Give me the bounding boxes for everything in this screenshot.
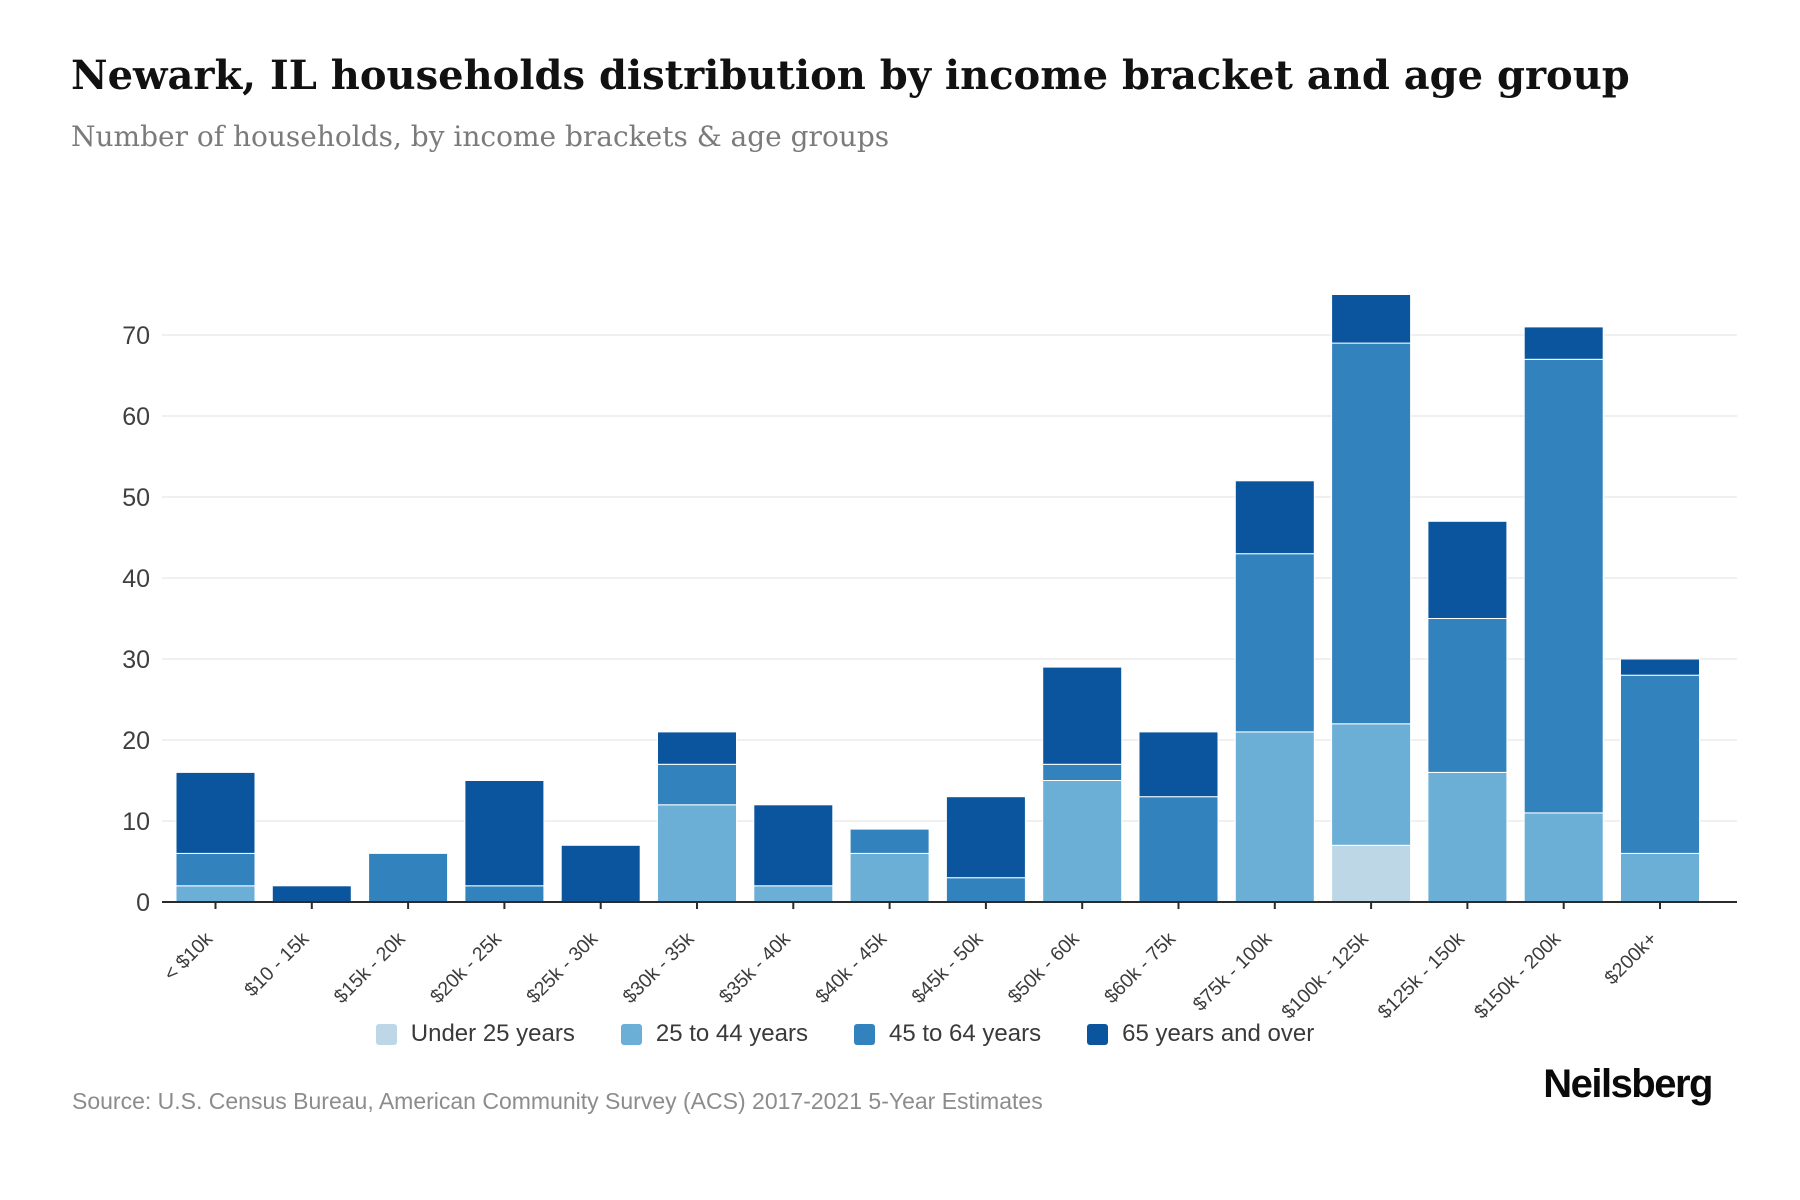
bar-segment[interactable] (271, 885, 352, 903)
x-axis-label: $45k - 50k (907, 928, 987, 1008)
x-axis-label: $75k - 100k (1189, 928, 1277, 1016)
bar-segment[interactable] (1620, 852, 1700, 903)
bar-segment[interactable] (1620, 674, 1700, 854)
bar-segment[interactable] (1331, 294, 1412, 344)
bar-segment[interactable] (1331, 342, 1412, 725)
legend-item-65-years-and-over[interactable]: 65 years and over (1087, 1020, 1314, 1048)
chart-title: Newark, IL households distribution by in… (71, 52, 1630, 99)
bar-segment[interactable] (464, 780, 545, 887)
x-axis-label: $100k - 125k (1277, 928, 1372, 1023)
legend-label: Under 25 years (410, 1020, 575, 1047)
bar-segment[interactable] (1523, 812, 1604, 903)
bar-segment[interactable] (464, 885, 545, 903)
x-axis-label: $60k - 75k (1100, 928, 1180, 1008)
x-axis-label: $200k+ (1600, 928, 1661, 989)
legend-item-under-25-years[interactable]: Under 25 years (375, 1020, 575, 1048)
bar-segment[interactable] (657, 731, 737, 765)
x-axis-label: < $10k (160, 928, 218, 986)
x-axis-label: $30k - 35k (619, 928, 699, 1008)
chart-legend: Under 25 years 25 to 44 years 45 to 64 yea… (0, 1020, 1690, 1048)
chart-subtitle: Number of households, by income brackets… (71, 120, 890, 153)
bar-segment[interactable] (1234, 731, 1315, 903)
x-axis-label: $150k - 200k (1470, 928, 1565, 1023)
x-axis-label: $50k - 60k (1004, 928, 1084, 1008)
bar-segment[interactable] (945, 796, 1026, 879)
x-axis-label: $40k - 45k (811, 928, 891, 1008)
y-axis-tick-label: 20 (122, 727, 150, 755)
bar-segment[interactable] (175, 852, 256, 887)
bar-segment[interactable] (1331, 844, 1412, 903)
x-axis-label: $15k - 20k (330, 928, 410, 1008)
bar-segment[interactable] (1138, 796, 1219, 903)
x-axis-label: $125k - 150k (1374, 928, 1469, 1023)
legend-item-45-to-64-years[interactable]: 45 to 64 years (853, 1020, 1042, 1048)
bar-segment[interactable] (175, 885, 256, 903)
brand-logo[interactable]: Neilsberg (1543, 1062, 1713, 1106)
bar-segment[interactable] (1427, 618, 1508, 773)
bar-segment[interactable] (1042, 763, 1123, 781)
x-axis-label: $10 - 15k (240, 928, 313, 1001)
y-axis-tick-label: 40 (122, 565, 150, 593)
x-axis-label: $20k - 25k (426, 928, 506, 1008)
bar-segment[interactable] (1042, 666, 1123, 765)
legend-swatch (375, 1023, 397, 1045)
x-axis-label: $35k - 40k (715, 928, 795, 1008)
legend-swatch (620, 1023, 642, 1045)
y-axis-tick-label: 10 (122, 808, 150, 836)
y-axis-tick-label: 30 (122, 646, 150, 674)
bar-segment[interactable] (368, 852, 449, 903)
source-attribution: Source: U.S. Census Bureau, American Com… (72, 1088, 1043, 1114)
bar-segment[interactable] (753, 885, 834, 903)
y-axis-tick-label: 60 (122, 403, 150, 431)
bar-segment[interactable] (657, 763, 737, 806)
bar-segment[interactable] (657, 804, 737, 903)
x-axis-label: $25k - 30k (522, 928, 602, 1008)
y-axis-tick-label: 50 (122, 484, 150, 512)
bar-segment[interactable] (753, 804, 834, 887)
legend-item-25-to-44-years[interactable]: 25 to 44 years (620, 1020, 808, 1048)
bar-segment[interactable] (175, 771, 256, 854)
bar-segment[interactable] (1234, 480, 1315, 555)
legend-swatch (1087, 1023, 1109, 1045)
y-axis-tick-label: 70 (122, 322, 150, 350)
legend-swatch (853, 1023, 875, 1045)
legend-label: 65 years and over (1122, 1020, 1315, 1047)
bar-segment[interactable] (1427, 771, 1508, 903)
bar-segment[interactable] (1523, 326, 1604, 360)
bar-segment[interactable] (1427, 520, 1508, 619)
bar-segment[interactable] (945, 877, 1026, 903)
bar-segment[interactable] (560, 844, 641, 903)
bar-segment[interactable] (1620, 658, 1700, 676)
bar-segment[interactable] (1234, 553, 1315, 733)
bar-segment[interactable] (1331, 723, 1412, 846)
bar-segment[interactable] (1523, 358, 1604, 814)
bar-segment[interactable] (1138, 731, 1219, 798)
bar-segment[interactable] (1042, 780, 1123, 903)
plot-area: 0 10 20 30 40 50 60 70 < $10k $10 - 15k $15k - 20k… (122, 294, 1737, 1023)
y-axis-tick-label: 0 (136, 889, 150, 917)
legend-label: 25 to 44 years (655, 1020, 808, 1047)
legend-label: 45 to 64 years (888, 1020, 1042, 1047)
bar-segment[interactable] (849, 852, 930, 903)
bar-segment[interactable] (849, 828, 930, 854)
